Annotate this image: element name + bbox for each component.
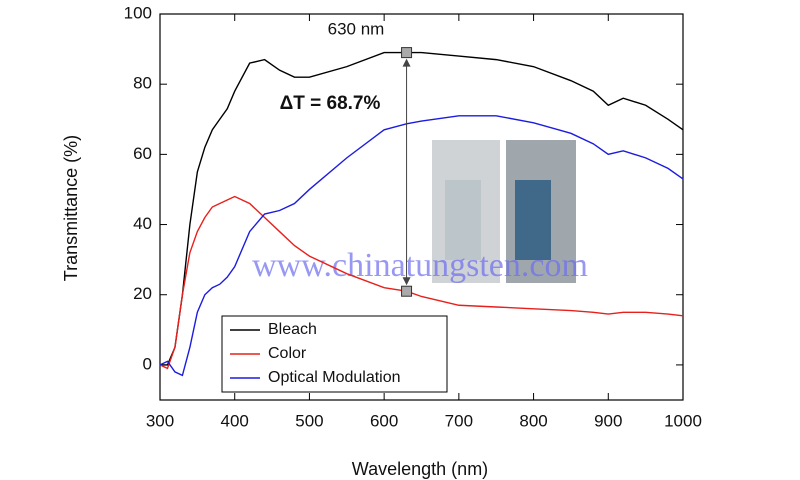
annotation-marker — [401, 285, 413, 297]
legend-label: Optical Modulation — [268, 369, 401, 386]
series-line — [159, 195, 684, 370]
y-tick-label: 0 — [143, 354, 152, 373]
annotation-x-label: 630 nm — [328, 19, 385, 38]
y-axis-label: Transmittance (%) — [61, 135, 81, 281]
legend-label: Color — [268, 345, 307, 362]
arrow-head — [402, 277, 411, 286]
photo-blue-liquid — [515, 180, 551, 260]
x-tick-label: 800 — [519, 411, 547, 430]
watermark: www.chinatungsten.com — [252, 247, 588, 284]
annotation-text: ΔT = 68.7% — [280, 93, 381, 114]
x-tick-label: 600 — [370, 411, 398, 430]
x-tick-label: 700 — [445, 411, 473, 430]
y-tick-label: 60 — [133, 144, 152, 163]
x-tick-label: 900 — [594, 411, 622, 430]
series-line — [159, 115, 684, 377]
series-line — [160, 51, 684, 366]
x-tick-label: 300 — [146, 411, 174, 430]
x-tick-label: 500 — [295, 411, 323, 430]
y-tick-label: 40 — [133, 214, 152, 233]
y-tick-label: 80 — [133, 74, 152, 93]
photo-clear-liquid — [445, 180, 481, 260]
legend-label: Bleach — [268, 321, 317, 338]
plot-frame — [159, 13, 684, 401]
x-tick-label: 400 — [221, 411, 249, 430]
annotation-marker — [401, 47, 413, 59]
x-tick-label: 1000 — [664, 411, 702, 430]
y-tick-label: 100 — [124, 3, 152, 22]
x-axis-label: Wavelength (nm) — [352, 459, 488, 479]
arrow-head — [402, 58, 411, 67]
y-tick-label: 20 — [133, 284, 152, 303]
